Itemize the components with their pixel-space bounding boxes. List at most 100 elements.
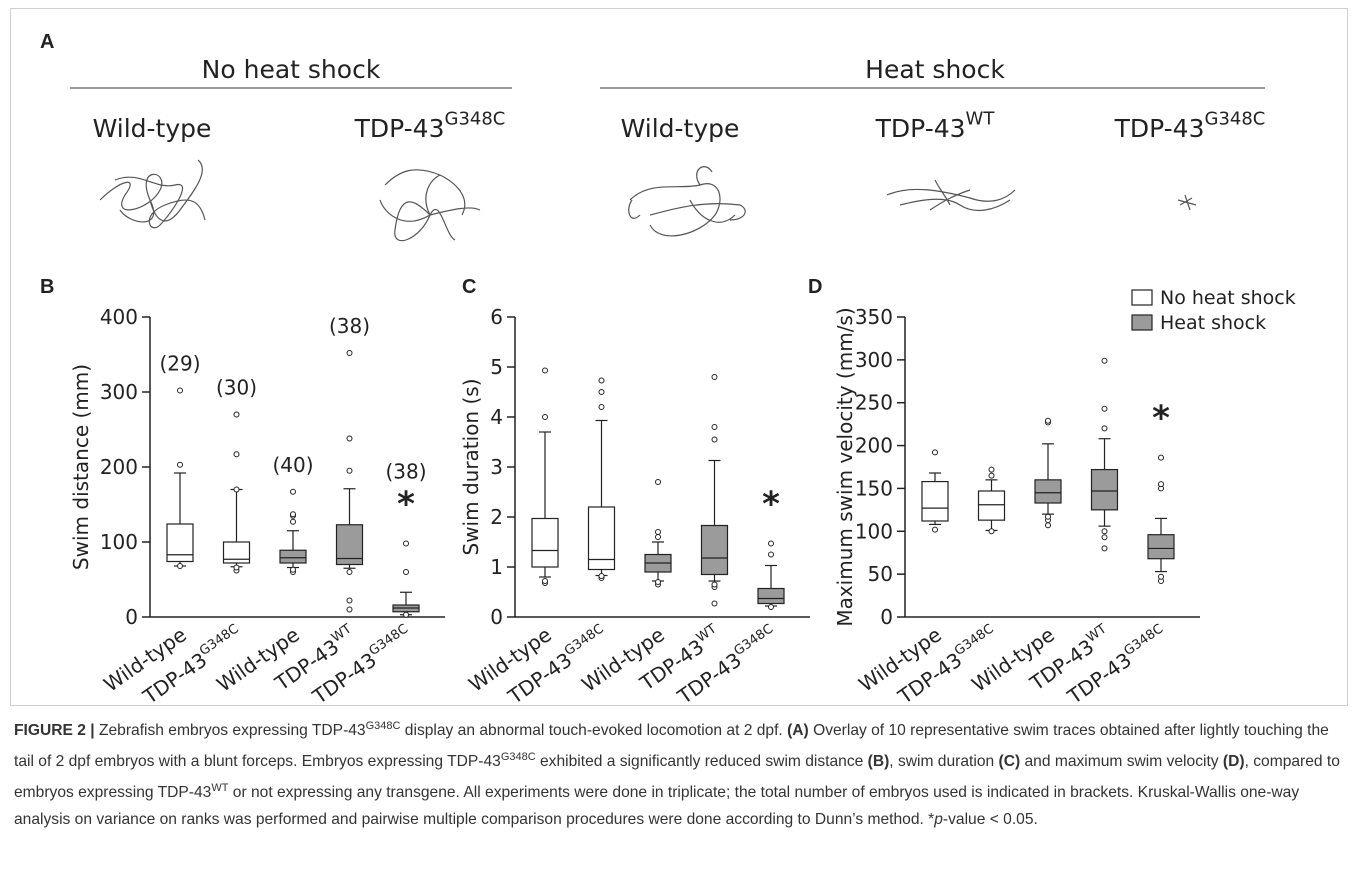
outlier xyxy=(1101,405,1108,412)
box xyxy=(222,541,251,564)
box xyxy=(335,524,364,566)
y-tick-label: 350 xyxy=(855,305,893,329)
caption-sup: G348C xyxy=(365,720,401,732)
box xyxy=(921,480,949,522)
condition-label: Wild-type xyxy=(621,114,740,143)
sample-count: (40) xyxy=(272,453,313,477)
outlier xyxy=(711,581,718,588)
caption-label: FIGURE 2 | xyxy=(14,722,95,740)
group-title: No heat shock xyxy=(202,55,381,84)
panel-letter: C xyxy=(462,276,476,298)
box xyxy=(700,524,729,576)
sample-count: (38) xyxy=(385,460,426,484)
x-tick-label-sup: G348C xyxy=(366,622,411,660)
box xyxy=(587,506,616,571)
y-tick-label: 0 xyxy=(880,605,893,629)
box xyxy=(1147,534,1175,560)
outlier xyxy=(711,374,718,380)
box xyxy=(1034,479,1062,504)
outlier xyxy=(346,597,353,604)
sample-count: (29) xyxy=(159,352,200,376)
caption-panel-ref: (D) xyxy=(1222,753,1245,771)
outlier xyxy=(290,566,296,573)
group-title: Heat shock xyxy=(865,55,1005,84)
x-tick-label-sup: G348C xyxy=(952,622,997,660)
outlier xyxy=(1101,528,1108,535)
y-tick-label: 50 xyxy=(868,562,893,586)
outlier xyxy=(932,449,938,456)
y-tick-label: 0 xyxy=(490,605,503,629)
outlier xyxy=(233,486,240,493)
outlier xyxy=(1101,545,1108,552)
outlier xyxy=(403,569,409,575)
y-tick-label: 200 xyxy=(855,434,893,458)
outlier xyxy=(403,611,409,618)
outlier xyxy=(290,511,296,518)
y-tick-label: 400 xyxy=(100,305,138,329)
outlier xyxy=(655,579,661,585)
y-tick-label: 4 xyxy=(490,405,503,429)
caption-text: -value < 0.05. xyxy=(942,810,1038,828)
outlier xyxy=(988,528,995,535)
panel-letter: B xyxy=(40,276,54,298)
y-tick-label: 100 xyxy=(100,530,138,554)
outlier xyxy=(1045,522,1051,529)
x-tick-label-sup: G348C xyxy=(562,622,607,660)
figure-frame xyxy=(10,8,1348,706)
outlier xyxy=(655,534,661,540)
outlier xyxy=(1101,425,1108,432)
outlier xyxy=(768,540,774,547)
box xyxy=(977,490,1006,521)
outlier xyxy=(290,518,296,525)
outlier xyxy=(177,461,183,468)
box xyxy=(1090,468,1119,511)
box xyxy=(531,517,559,568)
outlier xyxy=(655,529,661,535)
caption-text: Overlay of 10 representative swim traces… xyxy=(14,722,1329,771)
x-tick-label-sup: G348C xyxy=(1121,622,1166,660)
outlier xyxy=(346,350,353,356)
condition-label-sup: G348C xyxy=(445,108,506,129)
caption-panel-ref: (B) xyxy=(867,753,890,771)
caption-sup: G348C xyxy=(500,751,536,764)
panel-letter: D xyxy=(808,276,822,298)
panel-letter: A xyxy=(40,31,54,53)
outlier xyxy=(346,569,353,575)
caption-panel-ref: (A) xyxy=(787,722,809,740)
outlier xyxy=(932,526,938,533)
y-tick-label: 3 xyxy=(490,455,503,479)
legend-label: No heat shock xyxy=(1160,287,1296,309)
condition-label: TDP-43WT xyxy=(875,108,996,143)
outlier xyxy=(403,540,409,547)
caption-text: or not expressing any transgene. All exp… xyxy=(14,784,1300,828)
outlier xyxy=(711,424,718,430)
outlier xyxy=(346,435,353,442)
condition-label: TDP-43G348C xyxy=(1114,108,1266,143)
outlier xyxy=(1158,573,1164,580)
outlier xyxy=(711,600,718,607)
caption-sup: WT xyxy=(211,782,229,795)
outlier xyxy=(1101,357,1108,364)
outlier xyxy=(233,451,240,458)
outlier xyxy=(346,467,353,474)
condition-label-base: TDP-43 xyxy=(1114,114,1205,143)
outlier xyxy=(1045,513,1051,520)
box xyxy=(166,523,194,563)
legend-label: Heat shock xyxy=(1160,312,1266,334)
y-tick-label: 100 xyxy=(855,519,893,543)
condition-label: Wild-type xyxy=(93,114,212,143)
caption-text: display an abnormal touch-evoked locomot… xyxy=(400,722,788,740)
condition-label-base: TDP-43 xyxy=(354,114,445,143)
outlier xyxy=(346,606,353,613)
condition-label-sup: G348C xyxy=(1205,108,1266,129)
outlier xyxy=(655,479,661,485)
outlier xyxy=(1158,454,1164,461)
outlier xyxy=(768,551,774,558)
x-tick-label-sup: G348C xyxy=(197,622,242,660)
outlier xyxy=(1101,534,1108,541)
caption-text: exhibited a significantly reduced swim d… xyxy=(535,753,868,771)
y-tick-label: 250 xyxy=(855,391,893,415)
y-tick-label: 0 xyxy=(125,605,138,629)
